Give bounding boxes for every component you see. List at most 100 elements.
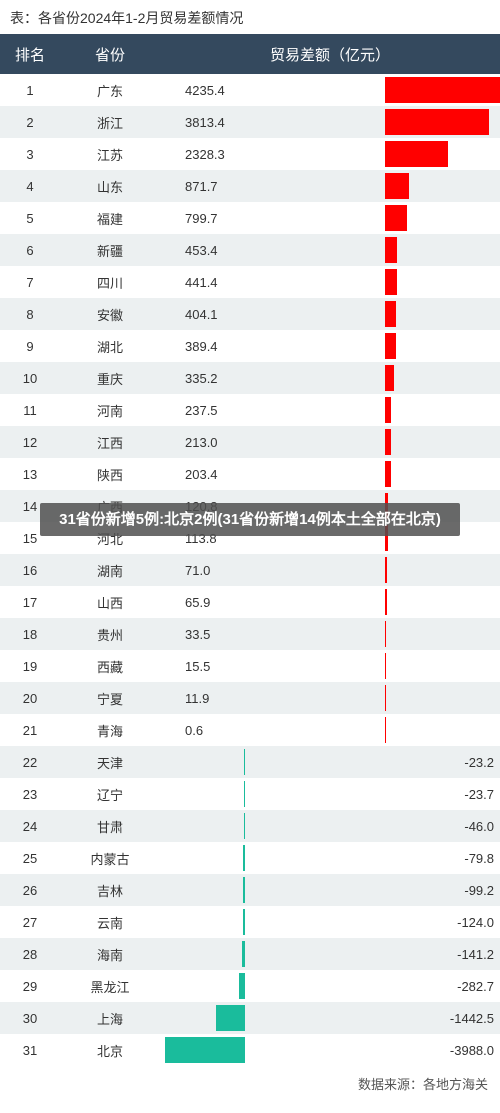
cell-value: 0.6: [160, 723, 270, 738]
cell-value: 71.0: [160, 563, 270, 578]
bar-area: [160, 1034, 440, 1066]
table-row: 10重庆335.2: [0, 362, 500, 394]
bar-area: [270, 138, 500, 170]
neg-combo: -141.2: [160, 938, 500, 970]
bar-area: [270, 682, 500, 714]
cell-province: 湖北: [60, 337, 160, 356]
table-row: 30上海-1442.5: [0, 1002, 500, 1034]
bar-positive: [385, 397, 391, 423]
cell-rank: 19: [0, 659, 60, 674]
cell-province: 湖南: [60, 561, 160, 580]
neg-combo: -124.0: [160, 906, 500, 938]
cell-rank: 5: [0, 211, 60, 226]
cell-province: 北京: [60, 1041, 160, 1060]
neg-combo: -79.8: [160, 842, 500, 874]
bar-area: [270, 330, 500, 362]
table-row: 29黑龙江-282.7: [0, 970, 500, 1002]
table-row: 28海南-141.2: [0, 938, 500, 970]
cell-province: 云南: [60, 913, 160, 932]
cell-value: 389.4: [160, 339, 270, 354]
cell-value: 335.2: [160, 371, 270, 386]
table-row: 5福建799.7: [0, 202, 500, 234]
table-row: 25内蒙古-79.8: [0, 842, 500, 874]
table-row: 4山东871.7: [0, 170, 500, 202]
cell-rank: 31: [0, 1043, 60, 1058]
bar-area: [270, 554, 500, 586]
cell-province: 海南: [60, 945, 160, 964]
table-row: 11河南237.5: [0, 394, 500, 426]
cell-province: 广东: [60, 81, 160, 100]
cell-value: -124.0: [440, 915, 500, 930]
bar-negative: [243, 845, 245, 871]
bar-negative: [216, 1005, 245, 1031]
cell-province: 甘肃: [60, 817, 160, 836]
cell-rank: 25: [0, 851, 60, 866]
bar-positive: [385, 301, 396, 327]
table-row: 12江西213.0: [0, 426, 500, 458]
cell-value: 11.9: [160, 691, 270, 706]
cell-value: -1442.5: [440, 1011, 500, 1026]
cell-value: 213.0: [160, 435, 270, 450]
cell-value: 4235.4: [160, 83, 270, 98]
bar-positive: [385, 621, 386, 647]
neg-combo: -23.7: [160, 778, 500, 810]
cell-value: 3813.4: [160, 115, 270, 130]
table-row: 6新疆453.4: [0, 234, 500, 266]
bar-area: [270, 714, 500, 746]
cell-province: 江西: [60, 433, 160, 452]
cell-province: 河南: [60, 401, 160, 420]
bar-area: [270, 618, 500, 650]
bar-area: [270, 426, 500, 458]
neg-combo: -3988.0: [160, 1034, 500, 1066]
cell-value: -282.7: [440, 979, 500, 994]
cell-province: 西藏: [60, 657, 160, 676]
data-source: 数据来源：各地方海关: [0, 1066, 500, 1101]
cell-value: -3988.0: [440, 1043, 500, 1058]
table-row: 22天津-23.2: [0, 746, 500, 778]
table-row: 19西藏15.5: [0, 650, 500, 682]
bar-area: [160, 746, 440, 778]
cell-rank: 2: [0, 115, 60, 130]
bar-area: [160, 874, 440, 906]
cell-province: 吉林: [60, 881, 160, 900]
bar-area: [160, 842, 440, 874]
bar-area: [160, 906, 440, 938]
table-row: 24甘肃-46.0: [0, 810, 500, 842]
bar-positive: [385, 141, 448, 167]
cell-value: 2328.3: [160, 147, 270, 162]
cell-province: 辽宁: [60, 785, 160, 804]
bar-area: [160, 970, 440, 1002]
bar-area: [160, 810, 440, 842]
neg-combo: -23.2: [160, 746, 500, 778]
bar-positive: [385, 461, 391, 487]
bar-positive: [385, 589, 387, 615]
bar-positive: [385, 557, 387, 583]
cell-value: 441.4: [160, 275, 270, 290]
bar-area: [270, 266, 500, 298]
bar-positive: [385, 685, 386, 711]
cell-province: 宁夏: [60, 689, 160, 708]
cell-value: -79.8: [440, 851, 500, 866]
bar-area: [270, 458, 500, 490]
cell-value: -141.2: [440, 947, 500, 962]
cell-rank: 27: [0, 915, 60, 930]
bar-area: [270, 106, 500, 138]
bar-area: [270, 202, 500, 234]
bar-negative: [243, 877, 245, 903]
cell-value: 871.7: [160, 179, 270, 194]
cell-rank: 6: [0, 243, 60, 258]
cell-value: 404.1: [160, 307, 270, 322]
table-row: 20宁夏11.9: [0, 682, 500, 714]
cell-rank: 9: [0, 339, 60, 354]
table-row: 9湖北389.4: [0, 330, 500, 362]
cell-province: 浙江: [60, 113, 160, 132]
bar-negative: [242, 941, 245, 967]
bar-positive: [385, 237, 397, 263]
cell-value: 33.5: [160, 627, 270, 642]
bar-negative: [244, 813, 245, 839]
cell-rank: 30: [0, 1011, 60, 1026]
cell-value: 15.5: [160, 659, 270, 674]
cell-value: -23.2: [440, 755, 500, 770]
cell-rank: 18: [0, 627, 60, 642]
cell-value: 203.4: [160, 467, 270, 482]
